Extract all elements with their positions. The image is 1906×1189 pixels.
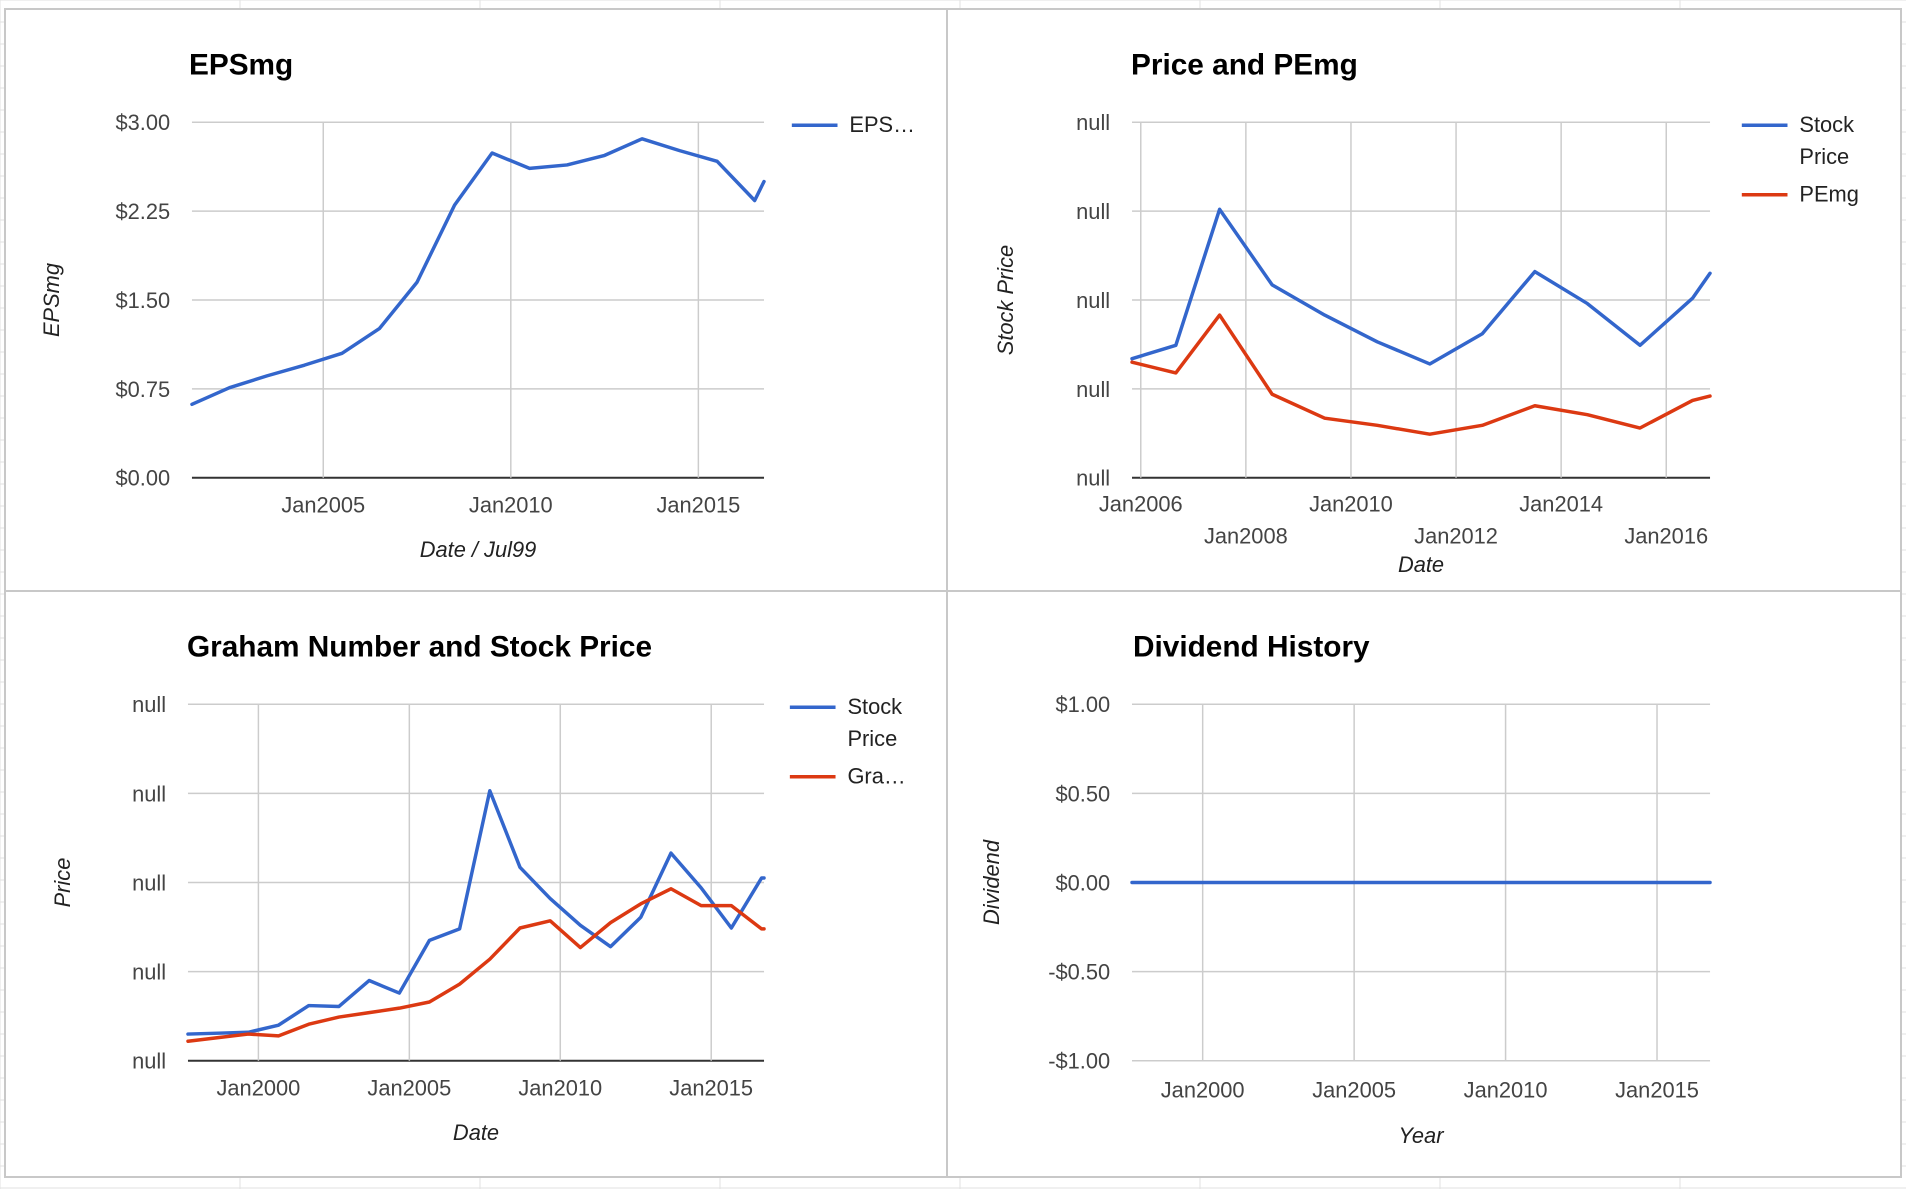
y-tick-label: $3.00 [115,110,170,135]
series-line-1 [186,887,766,1043]
x-tick-label: Jan2008 [1204,523,1288,548]
x-tick-label: Jan2010 [469,493,553,518]
y-tick-label: null [132,960,166,985]
x-axis-label: Date / Jul99 [420,537,536,562]
price-pe-chart-panel: Price and PEmg null null null null null Jan200… [946,8,1902,592]
x-tick-label: Jan2000 [216,1076,300,1101]
y-tick-label: $2.25 [115,199,170,224]
chart-title: Graham Number and Stock Price [187,631,652,664]
chart-title: Dividend History [1133,631,1370,664]
x-tick-label: Jan2010 [1464,1078,1548,1103]
legend-label: Price [847,726,897,751]
price-pe-chart: Price and PEmgnullnullnullnullnullJan200… [993,49,1859,578]
y-tick-label: null [132,1049,166,1074]
graham-chart: Graham Number and Stock Price null null nul… [50,631,906,1146]
legend-label: Gra… [847,764,905,789]
x-tick-label: Jan2014 [1519,492,1603,517]
series-line-0 [190,137,766,407]
y-tick-label: $0.50 [1055,781,1110,806]
y-axis-label: Dividend [979,839,1004,925]
x-tick-label: Jan2010 [518,1076,602,1101]
x-tick-label: Jan2000 [1161,1078,1245,1103]
y-axis-label: EPSmg [39,263,64,337]
x-tick-label: Jan2005 [367,1076,451,1101]
chart-title: EPSmg [189,49,293,82]
y-tick-label: null [1076,288,1110,313]
x-tick-label: Jan2006 [1099,492,1183,517]
y-tick-label: $0.00 [115,466,170,491]
chart-title: Price and PEmg [1131,49,1358,82]
series-line-0 [186,789,766,1036]
y-tick-label: null [1076,466,1110,491]
legend-label: Stock [847,694,902,719]
y-axis-label: Price [50,858,75,908]
x-tick-label: Jan2012 [1414,523,1498,548]
x-axis-label: Date [453,1120,499,1145]
y-tick-label: null [132,870,166,895]
legend-label: PEmg [1799,182,1858,207]
x-tick-label: Jan2015 [656,493,740,518]
dividend-chart-panel: Dividend History -$1.00 -$0.50 $0.00 $0.50 $1… [946,590,1902,1178]
x-tick-label: Jan2016 [1624,523,1708,548]
y-tick-label: -$0.50 [1048,960,1110,985]
graham-chart-panel: Graham Number and Stock Price null null nul… [4,590,948,1178]
legend-label: Price [1799,144,1849,169]
dividend-chart: Dividend History -$1.00 -$0.50 $0.00 $0.50 $1… [979,631,1712,1148]
y-tick-label: $1.00 [1055,692,1110,717]
x-tick-label: Jan2010 [1309,492,1393,517]
x-axis-label: Year [1399,1123,1446,1148]
y-tick-label: $1.50 [115,288,170,313]
y-tick-label: -$1.00 [1048,1049,1110,1074]
y-tick-label: null [132,692,166,717]
y-tick-label: $0.75 [115,377,170,402]
series-line-0 [1130,207,1712,366]
eps-chart-panel: EPSmg $0.00 $0.75 $1.50 $2.25 $3.00 Jan2005 Jan… [4,8,948,592]
x-tick-label: Jan2005 [281,493,365,518]
legend-label: EPS… [849,112,915,137]
eps-chart: EPSmg $0.00 $0.75 $1.50 $2.25 $3.00 Jan2005 Jan… [39,49,915,563]
y-axis-label: Stock Price [993,245,1018,355]
legend-label: Stock [1799,112,1854,137]
x-tick-label: Jan2005 [1312,1078,1396,1103]
x-axis-label: Date [1398,552,1444,577]
y-tick-label: $0.00 [1055,870,1110,895]
series-line-1 [1130,313,1712,436]
x-tick-label: Jan2015 [1615,1078,1699,1103]
y-tick-label: null [1076,110,1110,135]
y-tick-label: null [132,781,166,806]
y-tick-label: null [1076,377,1110,402]
y-tick-label: null [1076,199,1110,224]
x-tick-label: Jan2015 [669,1076,753,1101]
